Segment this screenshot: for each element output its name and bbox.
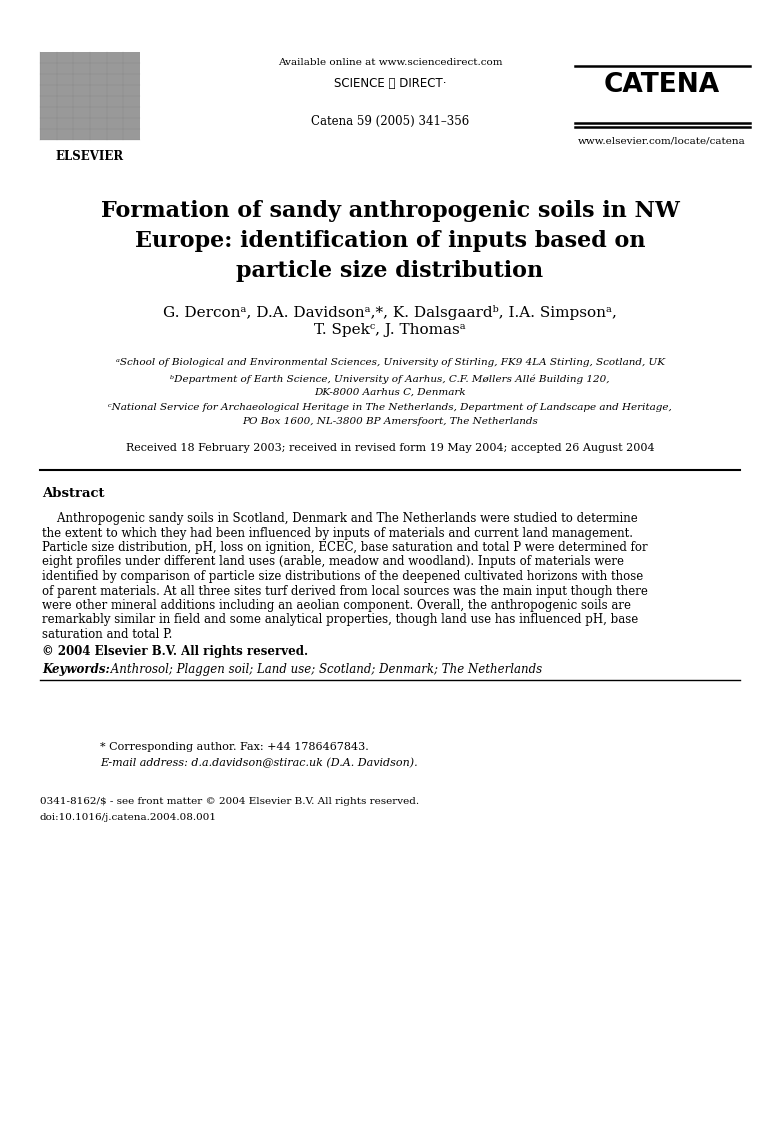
Text: Particle size distribution, pH, loss on ignition, ECEC, base saturation and tota: Particle size distribution, pH, loss on … bbox=[42, 540, 647, 554]
Text: Abstract: Abstract bbox=[42, 487, 105, 500]
Text: doi:10.1016/j.catena.2004.08.001: doi:10.1016/j.catena.2004.08.001 bbox=[40, 812, 217, 821]
Text: Anthrosol; Plaggen soil; Land use; Scotland; Denmark; The Netherlands: Anthrosol; Plaggen soil; Land use; Scotl… bbox=[107, 663, 542, 675]
Text: * Corresponding author. Fax: +44 1786467843.: * Corresponding author. Fax: +44 1786467… bbox=[100, 742, 369, 752]
Text: identified by comparison of particle size distributions of the deepened cultivat: identified by comparison of particle siz… bbox=[42, 570, 643, 583]
Text: ᶜNational Service for Archaeological Heritage in The Netherlands, Department of : ᶜNational Service for Archaeological Her… bbox=[108, 403, 672, 412]
Text: Available online at www.sciencedirect.com: Available online at www.sciencedirect.co… bbox=[278, 58, 502, 67]
Text: particle size distribution: particle size distribution bbox=[236, 259, 544, 282]
Text: were other mineral additions including an aeolian component. Overall, the anthro: were other mineral additions including a… bbox=[42, 599, 631, 612]
Text: G. Derconᵃ, D.A. Davidsonᵃ,*, K. Dalsgaardᵇ, I.A. Simpsonᵃ,: G. Derconᵃ, D.A. Davidsonᵃ,*, K. Dalsgaa… bbox=[163, 305, 617, 320]
Text: Formation of sandy anthropogenic soils in NW: Formation of sandy anthropogenic soils i… bbox=[101, 201, 679, 222]
Text: remarkably similar in field and some analytical properties, though land use has : remarkably similar in field and some ana… bbox=[42, 613, 638, 627]
Bar bbox=[40, 52, 140, 140]
Text: CATENA: CATENA bbox=[604, 73, 720, 97]
Text: DK-8000 Aarhus C, Denmark: DK-8000 Aarhus C, Denmark bbox=[314, 387, 466, 397]
Text: the extent to which they had been influenced by inputs of materials and current : the extent to which they had been influe… bbox=[42, 527, 633, 539]
Text: SCIENCE ⓐ DIRECT·: SCIENCE ⓐ DIRECT· bbox=[334, 77, 446, 90]
Text: © 2004 Elsevier B.V. All rights reserved.: © 2004 Elsevier B.V. All rights reserved… bbox=[42, 645, 308, 657]
Text: Anthropogenic sandy soils in Scotland, Denmark and The Netherlands were studied : Anthropogenic sandy soils in Scotland, D… bbox=[42, 512, 638, 525]
Text: Keywords:: Keywords: bbox=[42, 663, 110, 675]
Text: Catena 59 (2005) 341–356: Catena 59 (2005) 341–356 bbox=[311, 116, 469, 128]
Text: Received 18 February 2003; received in revised form 19 May 2004; accepted 26 Aug: Received 18 February 2003; received in r… bbox=[126, 443, 654, 453]
Text: www.elsevier.com/locate/catena: www.elsevier.com/locate/catena bbox=[578, 137, 746, 146]
Text: PO Box 1600, NL-3800 BP Amersfoort, The Netherlands: PO Box 1600, NL-3800 BP Amersfoort, The … bbox=[242, 417, 538, 426]
Text: of parent materials. At all three sites turf derived from local sources was the : of parent materials. At all three sites … bbox=[42, 585, 648, 597]
Text: T. Spekᶜ, J. Thomasᵃ: T. Spekᶜ, J. Thomasᵃ bbox=[314, 323, 466, 337]
Text: ᵇDepartment of Earth Science, University of Aarhus, C.F. Møllers Allé Building 1: ᵇDepartment of Earth Science, University… bbox=[170, 374, 610, 383]
Text: saturation and total P.: saturation and total P. bbox=[42, 628, 172, 641]
Text: Europe: identification of inputs based on: Europe: identification of inputs based o… bbox=[135, 230, 645, 252]
Text: ᵃSchool of Biological and Environmental Sciences, University of Stirling, FK9 4L: ᵃSchool of Biological and Environmental … bbox=[115, 358, 665, 367]
Text: eight profiles under different land uses (arable, meadow and woodland). Inputs o: eight profiles under different land uses… bbox=[42, 555, 624, 569]
Text: E-mail address: d.a.davidson@stirac.uk (D.A. Davidson).: E-mail address: d.a.davidson@stirac.uk (… bbox=[100, 758, 417, 768]
Text: 0341-8162/$ - see front matter © 2004 Elsevier B.V. All rights reserved.: 0341-8162/$ - see front matter © 2004 El… bbox=[40, 798, 419, 807]
Text: ELSEVIER: ELSEVIER bbox=[56, 150, 124, 163]
